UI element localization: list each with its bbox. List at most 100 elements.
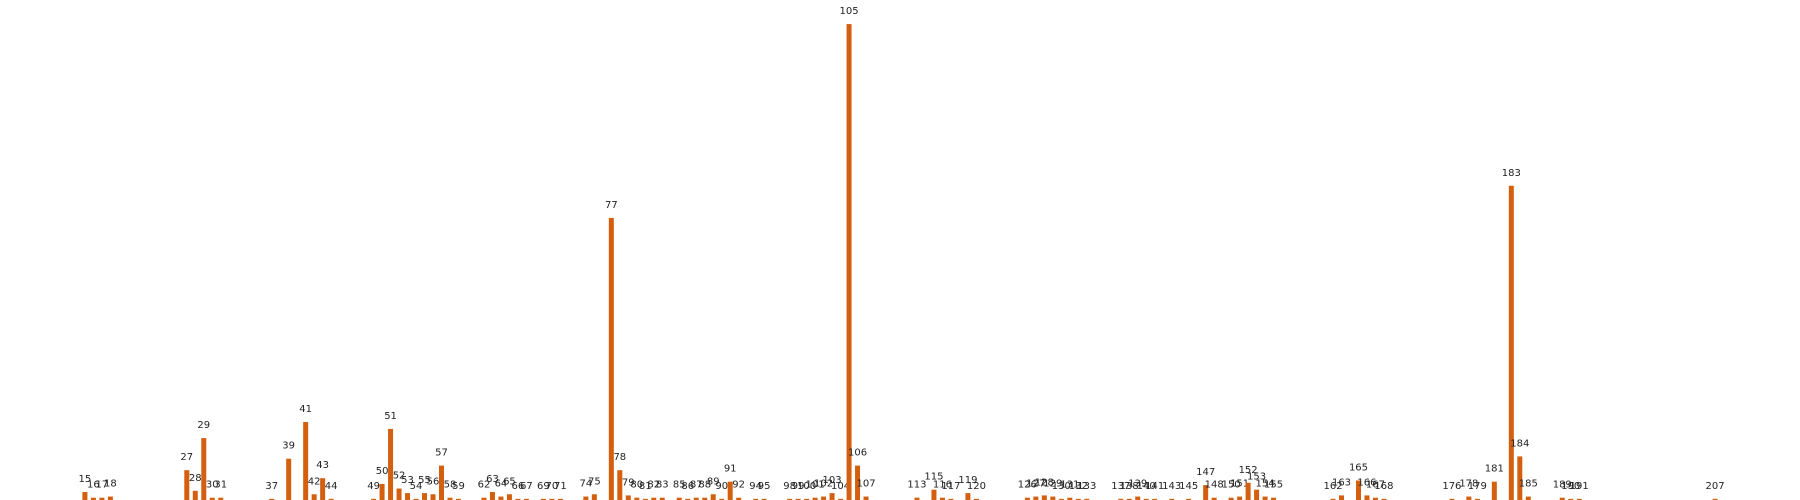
- bar: [702, 497, 708, 500]
- bar: [1169, 498, 1175, 500]
- bar-label: 49: [367, 481, 380, 492]
- bar-label: 178: [1459, 479, 1478, 490]
- bar: [863, 496, 869, 500]
- bar-label: 120: [967, 481, 986, 492]
- bar: [99, 497, 105, 500]
- bar-label: 57: [435, 448, 448, 459]
- bar: [795, 498, 801, 500]
- bar-label: 137: [1111, 481, 1130, 492]
- bar-label: 59: [452, 481, 465, 492]
- bar-label: 148: [1205, 480, 1224, 491]
- bar-label: 190: [1561, 481, 1580, 492]
- bar: [1372, 497, 1378, 500]
- bar-label: 140: [1137, 481, 1156, 492]
- bar-label: 116: [933, 480, 952, 491]
- bar-label: 67: [520, 481, 533, 492]
- bar-label: 41: [299, 404, 312, 415]
- bar: [710, 494, 716, 500]
- bar-label: 129: [1043, 479, 1062, 490]
- bar-label: 65: [503, 476, 516, 487]
- bar: [651, 497, 657, 500]
- bar-label: 99: [792, 481, 805, 492]
- bar-label: 37: [265, 481, 278, 492]
- bar: [973, 498, 979, 500]
- bar: [846, 24, 852, 500]
- bar: [1381, 498, 1387, 500]
- bar-label: 27: [180, 452, 193, 463]
- bar-label: 58: [444, 480, 457, 491]
- bar-label: 92: [732, 480, 745, 491]
- bar-label: 70: [546, 481, 559, 492]
- bar: [269, 498, 275, 500]
- bar-label: 98: [783, 481, 796, 492]
- bar-label: 81: [639, 481, 652, 492]
- bar: [540, 498, 546, 500]
- bar-label: 163: [1332, 477, 1351, 488]
- bar: [1330, 498, 1336, 500]
- bar: [855, 465, 861, 500]
- bar: [1517, 456, 1523, 500]
- bar: [1254, 489, 1260, 500]
- bar-label: 62: [478, 480, 491, 491]
- bar: [1024, 497, 1030, 500]
- bar-label: 44: [325, 481, 338, 492]
- bar-label: 117: [941, 481, 960, 492]
- bar-label: 100: [797, 481, 816, 492]
- bar: [82, 491, 88, 500]
- bar-label: 77: [605, 200, 618, 211]
- bar-label: 113: [907, 480, 926, 491]
- bar: [1466, 496, 1472, 500]
- bar: [727, 481, 733, 500]
- bar-label: 94: [749, 481, 762, 492]
- bar: [1339, 495, 1345, 500]
- bar-label: 52: [393, 471, 406, 482]
- bar-label: 152: [1239, 465, 1258, 476]
- bar: [761, 498, 767, 500]
- bar-label: 78: [613, 452, 626, 463]
- bar-label: 189: [1553, 480, 1572, 491]
- bar-label: 87: [690, 480, 703, 491]
- bar: [320, 478, 326, 500]
- bar: [328, 498, 334, 500]
- bar-label: 141: [1145, 481, 1164, 492]
- bar-label: 64: [495, 479, 508, 490]
- bar-label: 50: [376, 466, 389, 477]
- bar: [591, 494, 597, 500]
- bar: [439, 465, 445, 500]
- bar: [1271, 497, 1277, 500]
- bar-label: 53: [401, 475, 414, 486]
- bar: [405, 493, 411, 500]
- bar: [1152, 498, 1158, 500]
- bar-label: 54: [410, 481, 423, 492]
- bar: [1364, 495, 1370, 500]
- bar-label: 18: [104, 479, 117, 490]
- bar: [1228, 497, 1234, 500]
- bar-label: 131: [1060, 480, 1079, 491]
- bar: [90, 497, 96, 500]
- bar: [1568, 498, 1574, 500]
- bar: [719, 498, 725, 500]
- bar-label: 90: [715, 481, 728, 492]
- bar-label: 86: [681, 481, 694, 492]
- bar-label: 127: [1026, 479, 1045, 490]
- bar: [1135, 496, 1141, 500]
- bar-label: 167: [1366, 480, 1385, 491]
- bar: [1262, 496, 1268, 500]
- bar: [838, 498, 844, 500]
- bar: [396, 488, 402, 500]
- bar-label: 151: [1230, 479, 1249, 490]
- bar: [303, 422, 309, 500]
- bar: [184, 470, 190, 500]
- bar-label: 88: [698, 480, 711, 491]
- bar: [379, 483, 385, 500]
- bar: [608, 217, 614, 500]
- bar-label: 103: [823, 475, 842, 486]
- bar: [1355, 480, 1361, 500]
- bar-label: 181: [1485, 464, 1504, 475]
- bar: [1058, 498, 1064, 500]
- bar: [1237, 496, 1243, 500]
- bar-label: 132: [1069, 481, 1088, 492]
- bar: [753, 498, 759, 500]
- bar-label: 207: [1706, 481, 1725, 492]
- bar: [1203, 485, 1209, 500]
